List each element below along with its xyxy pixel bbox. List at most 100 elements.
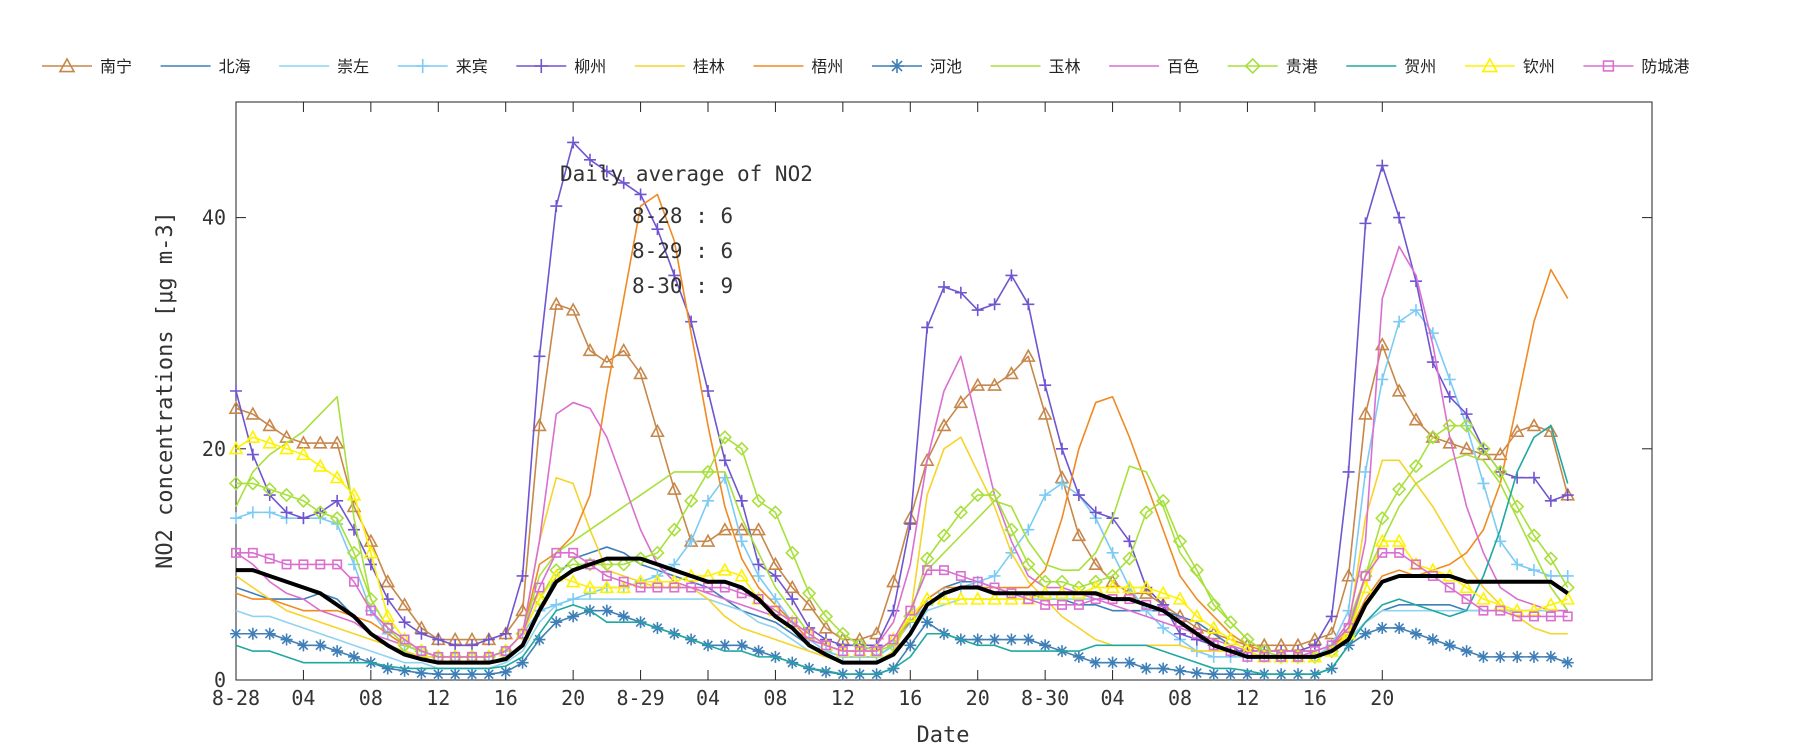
data-point-triangle: [784, 579, 800, 594]
data-point-asterisk: [1426, 633, 1439, 646]
data-point-diamond: [262, 482, 277, 497]
data-point-plus: [1376, 159, 1389, 172]
data-point-plus: [550, 200, 563, 213]
data-point-diamond: [363, 591, 378, 607]
data-point-asterisk: [1460, 645, 1473, 658]
series-line: [235, 395, 1569, 658]
legend-entry: 来宾: [397, 57, 488, 76]
data-point-triangle: [1358, 406, 1373, 420]
data-point-triangle: [1543, 597, 1559, 611]
data-point-triangle: [1442, 435, 1458, 449]
data-point-triangle: [565, 574, 581, 588]
data-point-asterisk: [1089, 656, 1102, 669]
data-point-asterisk: [1544, 650, 1557, 663]
data-point-asterisk: [971, 633, 984, 646]
data-point-diamond: [684, 493, 699, 508]
data-point-square: [888, 634, 899, 645]
data-point-triangle: [296, 446, 311, 461]
data-point-asterisk: [1072, 650, 1085, 663]
data-point-diamond: [1375, 511, 1390, 526]
data-point-diamond: [768, 505, 783, 520]
data-point-square: [1495, 605, 1506, 616]
data-point-triangle: [1020, 348, 1036, 362]
data-point-square: [820, 640, 831, 651]
data-point-triangle: [262, 435, 278, 449]
data-point-triangle: [599, 579, 615, 594]
data-point-plus: [634, 188, 647, 201]
data-point-plus: [482, 633, 495, 646]
data-point-plus: [1410, 304, 1422, 317]
x-tick-label: 8-30: [1021, 686, 1069, 710]
data-point-triangle: [1459, 441, 1474, 455]
data-point-triangle: [650, 574, 665, 588]
data-point-triangle: [1391, 533, 1407, 547]
data-point-asterisk: [567, 610, 580, 623]
data-point-triangle: [1374, 533, 1390, 547]
data-point-asterisk: [1494, 650, 1507, 663]
data-point-asterisk: [280, 633, 293, 646]
legend-label: 钦州: [1523, 57, 1555, 76]
data-point-plus: [230, 512, 242, 525]
data-point-plus: [1106, 546, 1119, 559]
data-point-plus: [938, 280, 950, 293]
data-point-diamond: [953, 505, 968, 520]
data-point-square: [1394, 547, 1405, 558]
data-point-triangle: [936, 591, 952, 605]
x-tick-label: 08: [1168, 686, 1192, 710]
data-point-square: [1529, 611, 1540, 622]
data-point-triangle: [970, 591, 986, 605]
data-point-asterisk: [1376, 621, 1389, 634]
data-point-triangle: [1105, 579, 1120, 594]
data-point-triangle: [1206, 620, 1222, 634]
data-point-diamond: [1139, 505, 1154, 520]
data-point-square: [753, 594, 764, 605]
legend-label: 百色: [1167, 57, 1199, 76]
data-point-square: [635, 582, 646, 593]
data-point-triangle: [818, 620, 834, 634]
data-point-triangle: [633, 574, 648, 588]
data-point-asterisk: [1022, 633, 1035, 646]
y-tick-label: 0: [214, 668, 226, 692]
x-tick-label: 08: [359, 686, 383, 710]
series-line: [236, 552, 1568, 658]
data-point-plus: [1443, 373, 1456, 386]
data-point-triangle: [1476, 591, 1491, 605]
data-point-triangle: [245, 406, 261, 420]
data-point-square: [1444, 582, 1455, 593]
data-point-square: [568, 547, 579, 558]
data-point-plus: [230, 385, 242, 397]
data-point-square: [618, 576, 629, 587]
data-point-plus: [263, 506, 276, 519]
data-point-plus: [735, 494, 748, 507]
data-point-diamond: [920, 551, 935, 566]
data-point-triangle: [329, 470, 345, 484]
data-point-triangle: [548, 296, 564, 310]
data-point-triangle: [346, 487, 362, 501]
data-point-diamond: [228, 476, 244, 491]
data-point-asterisk: [1410, 627, 1422, 640]
data-point-asterisk: [600, 604, 613, 617]
data-point-plus: [516, 569, 529, 582]
y-axis-label: NO2 concentrations [μg m-3]: [153, 211, 178, 569]
data-point-diamond: [279, 487, 294, 503]
data-point-diamond: [717, 430, 732, 445]
data-point-plus: [1477, 477, 1490, 490]
data-point-plus: [685, 535, 698, 548]
data-point-square: [938, 565, 949, 576]
annotation-line-2: 8-29 : 6: [632, 239, 733, 263]
data-point-diamond: [599, 557, 614, 572]
data-point-asterisk: [1224, 668, 1237, 681]
data-point-asterisk: [1157, 662, 1170, 675]
data-point-triangle: [1138, 579, 1154, 594]
data-point-triangle: [599, 354, 615, 368]
data-point-square: [382, 622, 393, 633]
annotation-line-1: 8-28 : 6: [632, 204, 733, 228]
data-point-triangle: [312, 435, 328, 449]
data-point-plus: [280, 506, 293, 519]
data-point-square: [1073, 599, 1084, 610]
data-point-asterisk: [1477, 650, 1490, 663]
data-point-square: [231, 547, 242, 558]
data-point-diamond: [785, 545, 800, 560]
legend-label: 梧州: [811, 57, 843, 76]
data-point-triangle: [1509, 602, 1525, 617]
